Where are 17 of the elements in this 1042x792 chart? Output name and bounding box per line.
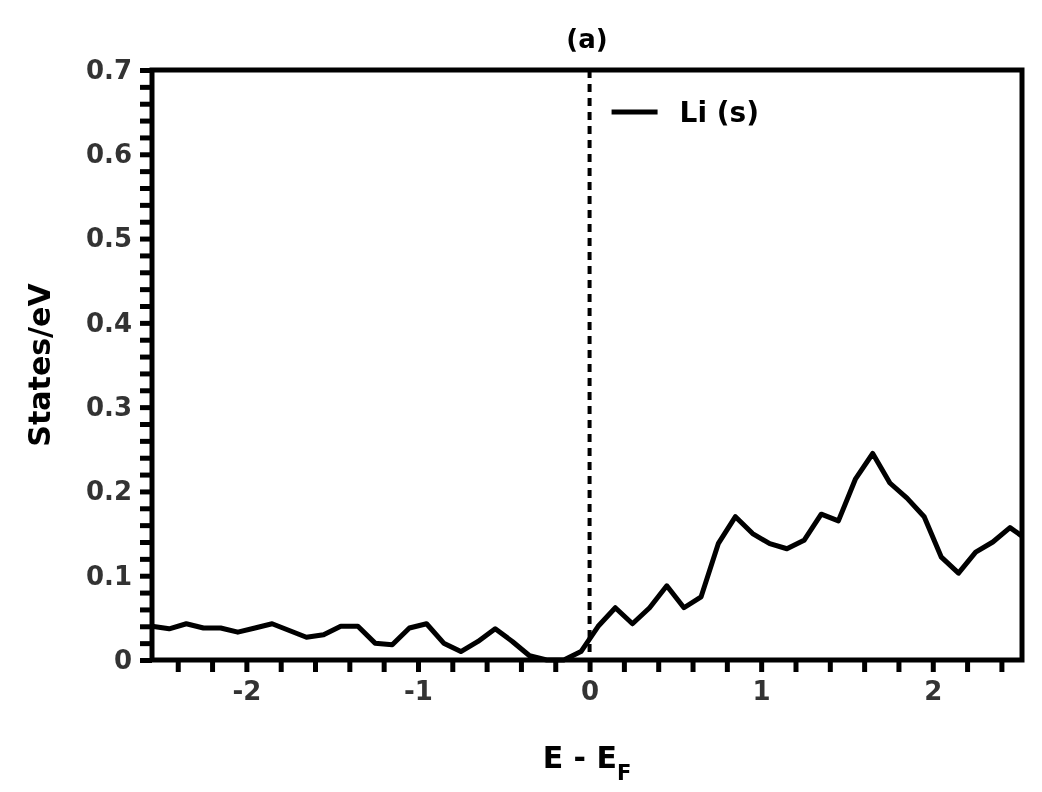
y-tick-label: 0.1 xyxy=(85,560,132,591)
y-tick-label: 0.2 xyxy=(85,476,132,507)
y-tick-label: 0 xyxy=(113,644,132,675)
y-axis-title: States/eV xyxy=(22,282,57,447)
x-tick-label: -2 xyxy=(232,676,262,707)
x-tick-label: -1 xyxy=(404,676,433,707)
x-tick-label: 1 xyxy=(752,676,771,707)
chart-title: (a) xyxy=(566,24,608,54)
x-tick-label: 0 xyxy=(581,676,600,707)
y-tick-label: 0.4 xyxy=(85,307,132,338)
y-tick-label: 0.5 xyxy=(85,223,132,254)
y-tick-label: 0.7 xyxy=(85,54,132,85)
legend-label: Li (s) xyxy=(679,96,760,129)
x-tick-label: 2 xyxy=(924,676,943,707)
y-tick-label: 0.6 xyxy=(85,139,132,170)
y-tick-label: 0.3 xyxy=(85,391,132,422)
x-axis-title: E - E$_{F}$ xyxy=(542,740,632,785)
